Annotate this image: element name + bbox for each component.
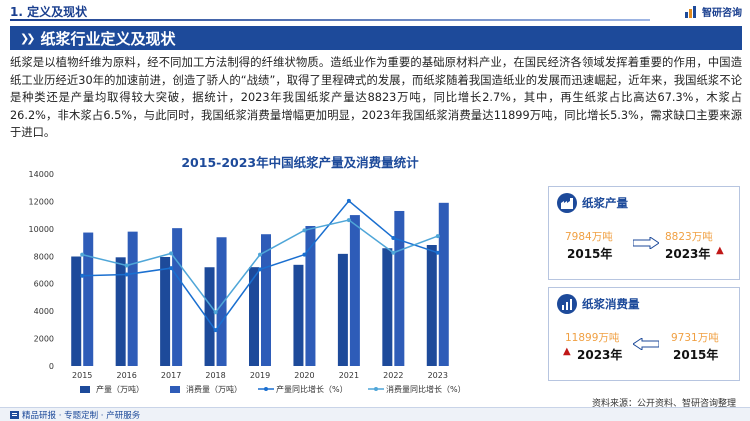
consumption-growth-point xyxy=(391,250,396,255)
legend-label: 产量（万吨） xyxy=(96,384,144,394)
x-tick-label: 2023 xyxy=(428,371,448,380)
production-growth-point xyxy=(169,266,174,271)
page-title: 纸浆行业定义及现状 xyxy=(40,29,176,48)
intro-paragraph: 纸浆是以植物纤维为原料，经不同加工方法制得的纤维状物质。造纸业作为重要的基础原材… xyxy=(10,56,742,140)
y-tick-label-left: 0 xyxy=(49,362,54,371)
footer-bar: 精品研报 · 专题定制 · 产研服务 xyxy=(0,407,750,421)
consumption-growth-point xyxy=(169,251,174,256)
y-tick-label-left: 6000 xyxy=(34,280,54,289)
consumption-bar xyxy=(438,202,449,366)
production-growth-point xyxy=(124,272,129,277)
consumption-growth-point xyxy=(435,234,440,239)
consumption-card: 纸浆消费量 11899万吨 ▲ 2023年 9731万吨 2015年 xyxy=(548,287,740,381)
production-growth-point xyxy=(346,198,351,203)
x-tick-label: 2020 xyxy=(294,371,314,380)
source-note: 资料来源：公开资料、智研咨询整理 xyxy=(591,399,736,409)
production-growth-point xyxy=(258,267,262,272)
consumption-bar xyxy=(83,232,94,366)
consumption-bar xyxy=(172,228,183,366)
legend-swatch xyxy=(80,386,90,393)
production-bar xyxy=(426,244,437,366)
y-tick-label-left: 14000 xyxy=(29,170,54,179)
production-bar xyxy=(293,264,304,366)
consumption-growth-point xyxy=(346,218,351,223)
y-tick-label-left: 4000 xyxy=(34,307,54,316)
y-tick-label-left: 10000 xyxy=(29,225,54,234)
footer-text: 精品研报 · 专题定制 · 产研服务 xyxy=(22,411,141,421)
y-tick-label-left: 12000 xyxy=(29,197,54,206)
legend-label: 消费量（万吨） xyxy=(186,384,242,394)
consumption-card-label: 纸浆消费量 xyxy=(582,297,640,311)
production-bar xyxy=(71,256,82,366)
legend-swatch-point xyxy=(264,387,268,391)
section-heading: 1. 定义及现状 xyxy=(10,5,88,19)
increase-arrow-icon: ▲ xyxy=(716,245,724,256)
double-chevron-icon: ❯❯ xyxy=(20,31,36,45)
production-2015-year: 2015年 xyxy=(567,247,613,261)
production-bar xyxy=(160,256,171,366)
production-bar xyxy=(204,267,215,366)
y-tick-label-left: 8000 xyxy=(34,252,54,261)
y-tick-label-left: 2000 xyxy=(34,335,54,344)
consumption-bar xyxy=(394,210,405,366)
consumption-2023-value: 11899万吨 xyxy=(565,332,620,344)
x-tick-label: 2019 xyxy=(250,371,270,380)
production-2023-value: 8823万吨 xyxy=(665,231,713,243)
increase-arrow-icon: ▲ xyxy=(563,346,571,357)
consumption-bar xyxy=(261,234,271,366)
arrow-left-icon xyxy=(633,338,659,350)
production-growth-point xyxy=(435,250,440,255)
consumption-2023-year: 2023年 xyxy=(577,348,623,362)
production-growth-point xyxy=(391,236,396,240)
x-tick-label: 2017 xyxy=(161,371,181,380)
consumption-growth-point xyxy=(80,252,85,257)
production-growth-point xyxy=(213,328,218,333)
page-title-bar: ❯❯ 纸浆行业定义及现状 xyxy=(10,26,742,50)
factory-icon xyxy=(557,193,577,213)
consumption-bar xyxy=(349,215,360,366)
consumption-growth-point xyxy=(213,310,218,315)
production-bar xyxy=(382,248,393,366)
consumption-2015-year: 2015年 xyxy=(673,348,719,362)
legend-label: 消费量同比增长（%） xyxy=(386,384,466,394)
x-tick-label: 2016 xyxy=(116,371,136,380)
brand-logo-icon xyxy=(685,5,696,18)
consumption-bar xyxy=(127,231,138,366)
production-bar xyxy=(249,267,259,366)
report-icon xyxy=(10,411,19,419)
x-tick-label: 2018 xyxy=(205,371,225,380)
chart-icon xyxy=(557,294,577,314)
x-tick-label: 2021 xyxy=(339,371,359,380)
production-bar xyxy=(115,257,126,366)
production-growth-point xyxy=(302,252,307,257)
brand-logo[interactable]: 智研咨询 xyxy=(685,4,742,19)
production-2015-value: 7984万吨 xyxy=(565,231,613,243)
x-tick-label: 2022 xyxy=(383,371,403,380)
consumption-bar xyxy=(216,237,227,366)
consumption-2015-value: 9731万吨 xyxy=(671,332,719,344)
legend-swatch-point xyxy=(374,387,378,391)
legend-label: 产量同比增长（%） xyxy=(276,384,348,394)
top-bar: 1. 定义及现状 智研咨询 xyxy=(0,0,750,22)
chart-title: 2015-2023年中国纸浆产量及消费量统计 xyxy=(181,155,419,170)
production-bar xyxy=(337,253,348,366)
legend-swatch xyxy=(170,386,180,393)
production-growth-point xyxy=(80,273,85,278)
production-card-label: 纸浆产量 xyxy=(582,196,628,210)
x-tick-label: 2015 xyxy=(72,371,92,380)
arrow-right-icon xyxy=(633,237,659,249)
consumption-growth-point xyxy=(302,228,307,233)
consumption-growth-point xyxy=(258,252,262,257)
brand-name: 智研咨询 xyxy=(702,8,742,19)
consumption-bar xyxy=(305,225,316,366)
consumption-growth-point xyxy=(124,263,129,268)
production-2023-year: 2023年 xyxy=(665,247,711,261)
header-divider xyxy=(10,19,650,21)
production-card: 纸浆产量 7984万吨 2015年 8823万吨 2023年 ▲ xyxy=(548,186,740,280)
